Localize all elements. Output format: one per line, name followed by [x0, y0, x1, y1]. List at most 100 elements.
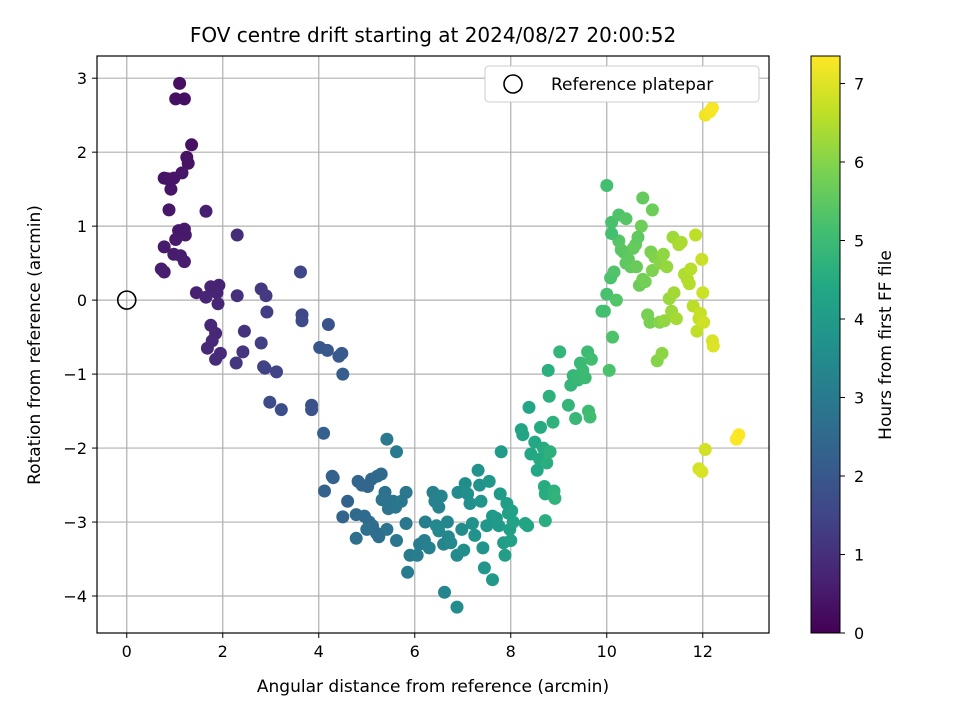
- data-point: [157, 240, 171, 254]
- data-point: [619, 212, 633, 226]
- x-tick-label: 4: [314, 642, 324, 661]
- data-point: [504, 534, 518, 547]
- data-point: [609, 293, 623, 307]
- data-point: [631, 230, 645, 244]
- data-point: [538, 514, 552, 528]
- data-point: [660, 260, 674, 274]
- data-point: [401, 565, 415, 579]
- data-point: [258, 361, 272, 375]
- data-point: [211, 297, 225, 311]
- data-point: [546, 415, 560, 429]
- data-point: [274, 403, 288, 417]
- data-point: [477, 561, 491, 575]
- data-point: [455, 522, 469, 536]
- data-point: [458, 477, 472, 491]
- data-point: [294, 265, 307, 279]
- data-point: [541, 363, 555, 377]
- data-point: [336, 367, 350, 381]
- data-point: [638, 275, 652, 289]
- data-point: [583, 410, 597, 424]
- colorbar-tick-label: 1: [854, 545, 864, 564]
- data-point: [177, 92, 191, 106]
- colorbar-gradient: [810, 55, 841, 634]
- data-point: [177, 255, 191, 269]
- data-point: [540, 456, 554, 470]
- data-point: [270, 365, 283, 379]
- data-point: [548, 491, 562, 505]
- colorbar: 0 1 2 3 4 5 6 7 Hours from first FF file: [810, 55, 896, 643]
- data-point: [684, 262, 698, 276]
- legend-box: [484, 65, 760, 103]
- data-point: [471, 463, 485, 477]
- data-point: [521, 519, 535, 533]
- data-point: [305, 403, 319, 417]
- y-tick-label: 2: [77, 143, 87, 162]
- data-point: [600, 179, 614, 192]
- data-point: [457, 543, 471, 557]
- data-point: [669, 312, 683, 326]
- x-tick-label: 0: [122, 642, 132, 661]
- data-point: [597, 304, 611, 318]
- data-point: [695, 252, 709, 266]
- y-tick-label: 1: [77, 217, 87, 236]
- data-point: [480, 519, 494, 533]
- data-point: [732, 428, 746, 442]
- data-point: [185, 138, 199, 152]
- data-point: [667, 286, 681, 300]
- colorbar-tick-label: 0: [854, 624, 864, 643]
- data-point: [605, 227, 619, 240]
- data-point: [474, 494, 488, 508]
- colorbar-tick-label: 6: [854, 153, 864, 172]
- data-point: [410, 548, 424, 562]
- data-point: [494, 445, 508, 459]
- data-point: [162, 203, 176, 217]
- data-point: [335, 346, 349, 360]
- data-point: [636, 191, 650, 205]
- data-point: [498, 548, 512, 562]
- data-point: [325, 469, 339, 483]
- x-tick-label: 8: [506, 642, 516, 661]
- data-point: [561, 398, 575, 412]
- colorbar-tick-label: 4: [854, 310, 864, 329]
- data-point: [697, 315, 711, 329]
- data-point: [263, 395, 277, 409]
- data-point: [175, 166, 189, 180]
- data-point: [690, 324, 704, 338]
- y-tick-label: −2: [63, 439, 87, 458]
- data-point: [422, 541, 436, 555]
- data-point: [157, 171, 171, 185]
- colorbar-tick-label: 3: [854, 388, 864, 407]
- data-point: [199, 290, 213, 304]
- data-point: [705, 101, 719, 115]
- data-point: [230, 289, 244, 303]
- data-point: [463, 497, 477, 510]
- data-point: [380, 522, 394, 536]
- data-point: [606, 330, 619, 344]
- colorbar-tick-label: 5: [854, 231, 864, 250]
- data-point: [390, 445, 403, 459]
- legend: Reference platepar: [484, 65, 760, 103]
- data-point: [434, 489, 448, 503]
- data-point: [321, 318, 335, 331]
- data-point: [260, 305, 274, 319]
- data-point: [341, 494, 355, 508]
- y-tick-label: 3: [77, 69, 87, 88]
- x-tick-label: 6: [410, 642, 420, 661]
- data-point: [317, 426, 331, 440]
- data-point: [438, 585, 451, 599]
- data-point: [476, 541, 490, 555]
- data-point: [486, 573, 499, 587]
- x-tick-label: 10: [597, 642, 617, 661]
- colorbar-tick-label: 7: [854, 74, 864, 93]
- data-point: [210, 286, 224, 300]
- data-point: [259, 289, 273, 303]
- data-point: [607, 265, 621, 279]
- data-point: [318, 484, 331, 498]
- data-point: [154, 262, 168, 276]
- data-points: [154, 76, 746, 614]
- data-point: [569, 412, 583, 425]
- data-point: [584, 352, 598, 366]
- data-point: [657, 314, 671, 328]
